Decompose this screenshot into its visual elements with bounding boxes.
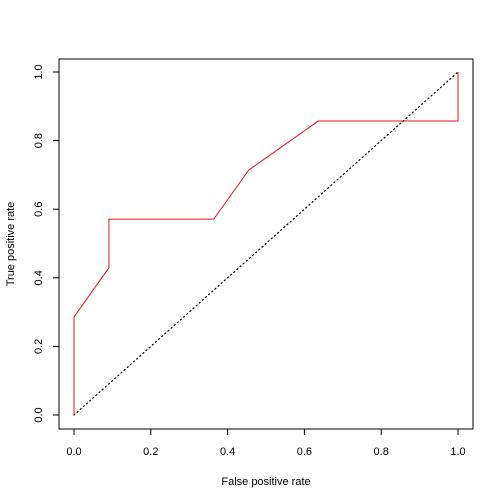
y-tick-label: 0.8 [33, 133, 45, 148]
y-tick-label: 0.4 [33, 270, 45, 285]
x-axis: 0.0 0.2 0.4 0.6 0.8 1.0 [66, 428, 466, 458]
x-tick-label: 0.4 [220, 446, 235, 458]
x-tick-label: 0.8 [374, 446, 389, 458]
x-axis-title: False positive rate [221, 476, 310, 488]
chance-diagonal-line [73, 71, 459, 416]
y-axis: 0.0 0.2 0.4 0.6 0.8 1.0 [33, 64, 60, 423]
x-tick-label: 0.0 [66, 446, 81, 458]
y-tick-label: 0.2 [33, 339, 45, 354]
y-tick-label: 1.0 [33, 64, 45, 79]
x-tick-label: 1.0 [450, 446, 465, 458]
x-tick-label: 0.2 [143, 446, 158, 458]
y-tick-label: 0.6 [33, 202, 45, 217]
y-tick-label: 0.0 [33, 407, 45, 422]
y-axis-title: True positive rate [5, 202, 17, 287]
roc-curve-line [73, 72, 459, 415]
series-layer [73, 71, 459, 416]
x-tick-label: 0.6 [297, 446, 312, 458]
